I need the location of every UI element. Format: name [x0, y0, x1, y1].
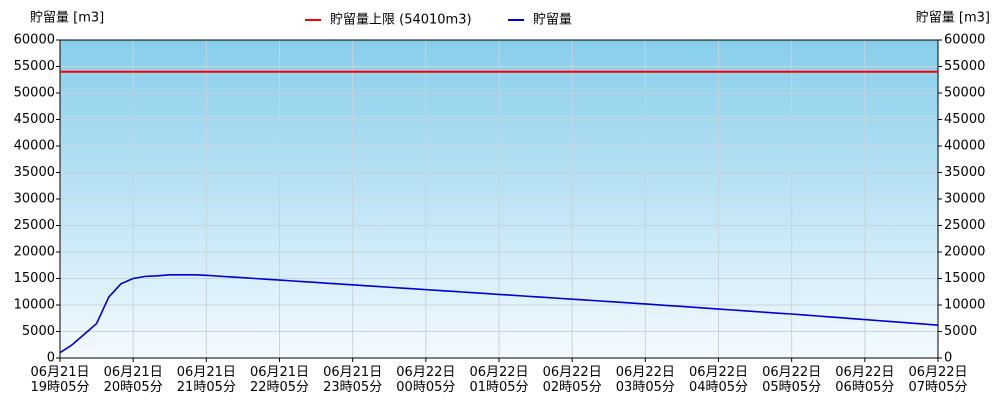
x-tick-label-line: 21時05分 [177, 380, 236, 395]
y2-tick-label: 10000 [944, 298, 985, 313]
y-tick-label: 40000 [14, 139, 55, 154]
x-tick-label: 06月22日 03時05分 [616, 365, 675, 395]
y-tick-label: 35000 [14, 165, 55, 180]
x-tick-label-line: 06月22日 [543, 365, 602, 380]
x-tick-label-line: 06月21日 [323, 365, 382, 380]
y-tick-label: 55000 [14, 59, 55, 74]
y-axis-title: 貯留量 [m3] [30, 11, 104, 26]
x-tick-label: 06月21日 20時05分 [104, 365, 163, 395]
x-tick-label-line: 01時05分 [469, 380, 528, 395]
y-tick-label: 60000 [14, 33, 55, 48]
y-tick-label: 20000 [14, 245, 55, 260]
x-tick-label: 06月22日 04時05分 [689, 365, 748, 395]
y-tick-label: 50000 [14, 86, 55, 101]
y2-tick-label: 60000 [944, 33, 985, 48]
x-tick-label-line: 06月22日 [762, 365, 821, 380]
legend-label: 貯留量上限 (54010m3) [330, 13, 472, 28]
x-tick-label-line: 19時05分 [30, 380, 89, 395]
x-tick-label-line: 06月22日 [835, 365, 894, 380]
data-line [59, 273, 939, 354]
y2-tick-label: 45000 [944, 112, 985, 127]
y2-tick-label: 50000 [944, 86, 985, 101]
x-tick-label-line: 06月21日 [30, 365, 89, 380]
y2-tick-label: 40000 [944, 139, 985, 154]
y-tick-label: 15000 [14, 271, 55, 286]
y-tick-label: 25000 [14, 218, 55, 233]
x-tick-label-line: 04時05分 [689, 380, 748, 395]
x-tick-label-line: 06月22日 [616, 365, 675, 380]
x-tick-label-line: 23時05分 [323, 380, 382, 395]
x-tick-label: 06月22日 02時05分 [543, 365, 602, 395]
x-tick-label: 06月22日 07時05分 [908, 365, 967, 395]
y2-tick-label: 0 [944, 351, 952, 366]
x-tick-label: 06月21日 19時05分 [30, 365, 89, 395]
y2-tick-label: 55000 [944, 59, 985, 74]
x-tick-label-line: 06月22日 [469, 365, 528, 380]
x-tick-label-line: 06月22日 [908, 365, 967, 380]
y2-tick-label: 30000 [944, 192, 985, 207]
x-tick-label: 06月22日 06時05分 [835, 365, 894, 395]
x-tick-label-line: 00時05分 [396, 380, 455, 395]
x-tick-label-line: 03時05分 [616, 380, 675, 395]
x-tick-label-line: 06時05分 [835, 380, 894, 395]
legend-label: 貯留量 [533, 13, 572, 28]
x-tick-label: 06月22日 01時05分 [469, 365, 528, 395]
y-tick-label: 5000 [22, 324, 55, 339]
x-tick-label-line: 06月21日 [250, 365, 309, 380]
y2-tick-label: 25000 [944, 218, 985, 233]
y2-tick-label: 5000 [944, 324, 977, 339]
y2-tick-label: 35000 [944, 165, 985, 180]
y-tick-label: 0 [47, 351, 55, 366]
y-tick-label: 45000 [14, 112, 55, 127]
x-tick-label: 06月21日 21時05分 [177, 365, 236, 395]
x-tick-label-line: 22時05分 [250, 380, 309, 395]
x-tick-label-line: 20時05分 [104, 380, 163, 395]
x-tick-label: 06月21日 23時05分 [323, 365, 382, 395]
x-tick-label-line: 06月22日 [689, 365, 748, 380]
x-tick-label-line: 07時05分 [908, 380, 967, 395]
x-tick-label-line: 06月22日 [396, 365, 455, 380]
x-tick-label-line: 06月21日 [104, 365, 163, 380]
x-tick-label: 06月22日 00時05分 [396, 365, 455, 395]
plot-frame [59, 39, 939, 359]
y2-axis-title: 貯留量 [m3] [916, 11, 990, 26]
x-tick-label: 06月21日 22時05分 [250, 365, 309, 395]
x-tick-label-line: 05時05分 [762, 380, 821, 395]
x-tick-label: 06月22日 05時05分 [762, 365, 821, 395]
y2-tick-label: 20000 [944, 245, 985, 260]
y2-tick-label: 15000 [944, 271, 985, 286]
x-tick-label-line: 02時05分 [543, 380, 602, 395]
y-tick-label: 10000 [14, 298, 55, 313]
y-tick-label: 30000 [14, 192, 55, 207]
x-tick-label-line: 06月21日 [177, 365, 236, 380]
